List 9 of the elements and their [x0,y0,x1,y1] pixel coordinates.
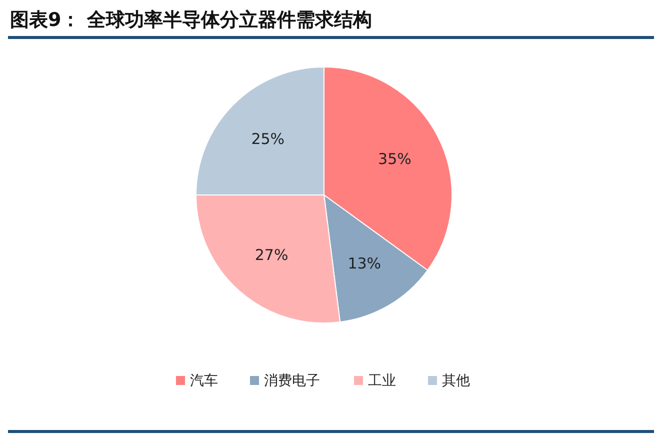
data-label: 35% [378,150,412,168]
legend-label: 其他 [442,373,470,389]
data-label: 13% [348,254,382,273]
chart-title: 图表9： 全球功率半导体分立器件需求结构 [10,9,372,31]
data-label: 27% [254,246,288,264]
legend-label: 工业 [368,373,396,389]
legend-label: 汽车 [190,373,218,389]
legend-label: 消费电子 [264,373,320,389]
data-label: 25% [251,130,285,148]
